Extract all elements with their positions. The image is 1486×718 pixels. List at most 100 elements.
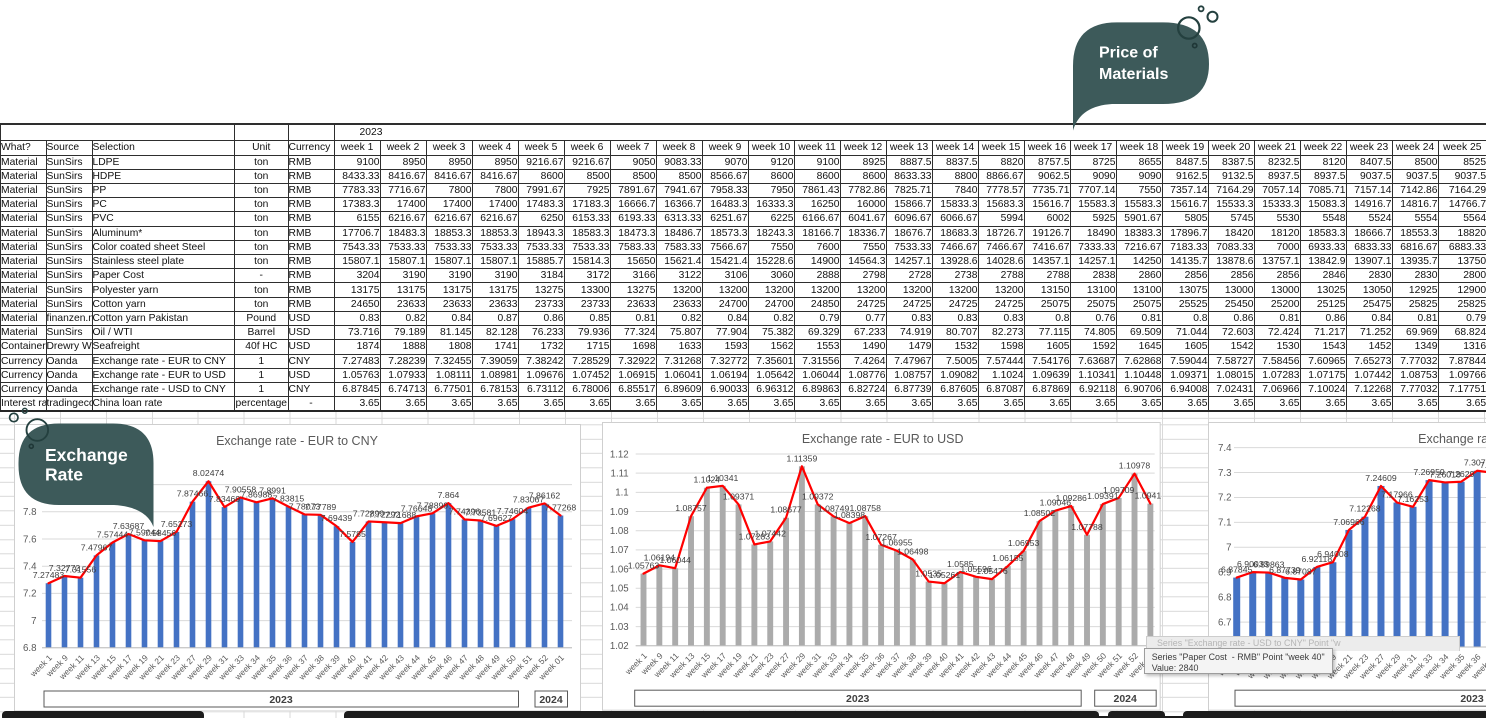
svg-text:1.1: 1.1 <box>616 488 629 499</box>
svg-text:Exchange: Exchange <box>45 445 128 465</box>
svg-text:Exchange rate - EUR to CNY: Exchange rate - EUR to CNY <box>216 434 379 448</box>
svg-text:6.87845: 6.87845 <box>1221 565 1253 575</box>
svg-text:1.08757: 1.08757 <box>676 503 708 513</box>
svg-text:7.32772: 7.32772 <box>49 563 81 573</box>
svg-text:6.87739: 6.87739 <box>1269 565 1301 575</box>
svg-text:7.69627: 7.69627 <box>481 512 513 522</box>
svg-text:7.8991: 7.8991 <box>259 485 286 495</box>
svg-text:1.08749: 1.08749 <box>818 504 850 514</box>
svg-text:7.06966: 7.06966 <box>1333 517 1365 527</box>
svg-text:2024: 2024 <box>1114 694 1137 705</box>
svg-text:7.87466: 7.87466 <box>177 488 209 498</box>
svg-text:7.3: 7.3 <box>1218 468 1231 479</box>
svg-text:6.8: 6.8 <box>1218 593 1231 604</box>
svg-text:1.06: 1.06 <box>610 565 629 576</box>
svg-text:1.08502: 1.08502 <box>1024 508 1056 518</box>
svg-text:1.08398: 1.08398 <box>834 510 866 520</box>
svg-text:1.10341: 1.10341 <box>707 473 739 483</box>
svg-text:7.63687: 7.63687 <box>113 520 145 530</box>
svg-text:7.8: 7.8 <box>23 507 36 518</box>
svg-text:1.06498: 1.06498 <box>897 547 929 557</box>
svg-text:6.9: 6.9 <box>1218 568 1231 579</box>
svg-text:1.07788: 1.07788 <box>1072 522 1104 532</box>
svg-text:6.7: 6.7 <box>1218 618 1231 629</box>
svg-text:Rate: Rate <box>45 465 83 485</box>
svg-text:7.83815: 7.83815 <box>273 493 305 503</box>
svg-text:Price of: Price of <box>1099 45 1158 62</box>
svg-text:7.78899: 7.78899 <box>417 500 449 510</box>
svg-text:Materials: Materials <box>1099 66 1168 83</box>
svg-text:7.72899: 7.72899 <box>353 508 385 518</box>
svg-text:7.65273: 7.65273 <box>161 518 193 528</box>
svg-text:6.8: 6.8 <box>23 643 36 654</box>
svg-text:7.24609: 7.24609 <box>1365 473 1397 483</box>
svg-text:7.47967: 7.47967 <box>81 542 113 552</box>
svg-text:1.03: 1.03 <box>610 622 629 633</box>
svg-text:1.09709: 1.09709 <box>1103 485 1135 495</box>
svg-text:7.72292: 7.72292 <box>369 509 401 519</box>
svg-text:1.06955: 1.06955 <box>882 538 914 548</box>
svg-text:1.10978: 1.10978 <box>1119 461 1151 471</box>
svg-text:7.26018: 7.26018 <box>1429 470 1461 480</box>
svg-text:6.89863: 6.89863 <box>1253 560 1285 570</box>
svg-text:1.07442: 1.07442 <box>755 529 787 539</box>
svg-text:8.02474: 8.02474 <box>193 468 225 478</box>
svg-text:7.4: 7.4 <box>23 561 37 572</box>
svg-text:7.77268: 7.77268 <box>545 502 577 512</box>
svg-text:7.78073: 7.78073 <box>289 501 321 511</box>
svg-text:1.06953: 1.06953 <box>1008 538 1040 548</box>
svg-text:7.16253: 7.16253 <box>1397 494 1429 504</box>
svg-text:7.76648: 7.76648 <box>401 503 433 513</box>
svg-text:7.12268: 7.12268 <box>1349 504 1381 514</box>
svg-text:7.26959: 7.26959 <box>1413 467 1445 477</box>
svg-text:7: 7 <box>31 615 36 626</box>
svg-text:1.05: 1.05 <box>610 584 629 595</box>
svg-text:7.73581: 7.73581 <box>465 507 497 517</box>
svg-text:7.83469: 7.83469 <box>209 494 241 504</box>
svg-text:Exchange rate - EUR to USD: Exchange rate - EUR to USD <box>802 432 964 446</box>
svg-text:1.09414: 1.09414 <box>1135 491 1161 501</box>
svg-text:7.2629: 7.2629 <box>1448 469 1475 479</box>
svg-text:7.864: 7.864 <box>438 490 460 500</box>
svg-text:1.08758: 1.08758 <box>850 503 882 513</box>
svg-text:1.12: 1.12 <box>610 450 629 461</box>
svg-text:6.92118: 6.92118 <box>1301 554 1332 564</box>
svg-text:1.0535: 1.0535 <box>916 569 943 579</box>
svg-text:1.07283: 1.07283 <box>739 532 771 542</box>
svg-text:7.59044: 7.59044 <box>129 527 161 537</box>
svg-text:1.0585: 1.0585 <box>947 559 974 569</box>
svg-text:1.05763: 1.05763 <box>628 561 660 571</box>
svg-text:7.2: 7.2 <box>23 588 36 599</box>
svg-text:7.90558: 7.90558 <box>225 484 257 494</box>
svg-text:6.90033: 6.90033 <box>1237 559 1269 569</box>
svg-text:Exchange rate - USD to CNY: Exchange rate - USD to CNY <box>1418 432 1486 446</box>
svg-text:7: 7 <box>1226 543 1231 554</box>
svg-text:7.57444: 7.57444 <box>97 529 129 539</box>
svg-text:1.09371: 1.09371 <box>723 492 755 502</box>
svg-text:1.09: 1.09 <box>610 507 629 518</box>
svg-text:2023: 2023 <box>846 694 869 705</box>
svg-text:1.11: 1.11 <box>611 469 629 480</box>
svg-text:7.2: 7.2 <box>1218 493 1231 504</box>
svg-text:1.02: 1.02 <box>610 641 629 652</box>
svg-text:7.27483: 7.27483 <box>33 570 65 580</box>
svg-text:7.3071: 7.3071 <box>1464 458 1486 468</box>
svg-text:7.77789: 7.77789 <box>305 501 337 511</box>
svg-text:2023: 2023 <box>269 694 293 706</box>
svg-text:7.83067: 7.83067 <box>513 494 545 504</box>
svg-text:7.17966: 7.17966 <box>1381 490 1413 500</box>
svg-text:1.09046: 1.09046 <box>1040 498 1072 508</box>
svg-text:1.05261: 1.05261 <box>929 571 961 581</box>
svg-text:7.6: 7.6 <box>23 534 36 545</box>
svg-text:6.87087: 6.87087 <box>1285 567 1317 577</box>
svg-text:7.69439: 7.69439 <box>321 513 353 523</box>
svg-text:1.04: 1.04 <box>610 603 629 614</box>
svg-text:1.09286: 1.09286 <box>1056 493 1088 503</box>
svg-text:2024: 2024 <box>539 694 563 706</box>
svg-text:7.74396: 7.74396 <box>449 506 481 516</box>
svg-text:1.06044: 1.06044 <box>660 556 692 566</box>
svg-text:7.58456: 7.58456 <box>145 528 177 538</box>
svg-text:2023: 2023 <box>1460 694 1483 705</box>
svg-text:1.1024: 1.1024 <box>694 475 721 485</box>
svg-text:7.4: 7.4 <box>1218 443 1232 454</box>
